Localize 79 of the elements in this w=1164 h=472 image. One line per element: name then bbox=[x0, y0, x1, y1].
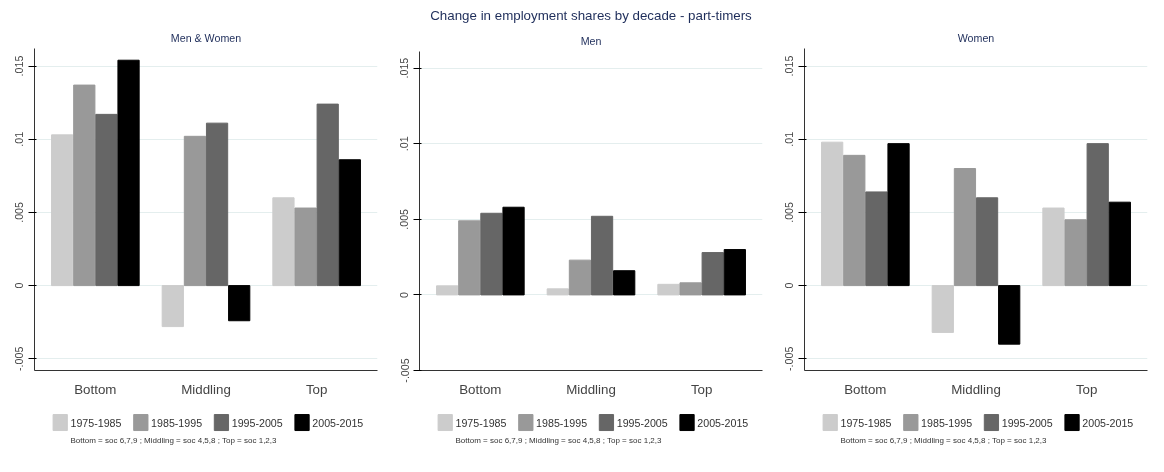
legend-label: 1995-2005 bbox=[616, 416, 668, 429]
legend-label: 2005-2015 bbox=[1082, 416, 1134, 429]
bar bbox=[887, 143, 910, 287]
y-tick-label: .015 bbox=[398, 57, 411, 79]
legend-label: 1985-1995 bbox=[536, 416, 588, 429]
bar bbox=[613, 270, 636, 296]
bar bbox=[117, 59, 140, 287]
bar bbox=[590, 215, 614, 296]
bar bbox=[183, 135, 207, 287]
bar bbox=[843, 154, 866, 287]
bar bbox=[975, 197, 999, 287]
y-tick-label: -.005 bbox=[398, 358, 411, 383]
bar bbox=[316, 103, 339, 287]
chart-subtitle: Men bbox=[580, 34, 602, 47]
bar bbox=[95, 113, 118, 287]
bar bbox=[701, 252, 724, 296]
x-tick-label: Middling bbox=[566, 381, 616, 397]
chart-title: Change in employment shares by decade - part-timers bbox=[430, 7, 753, 23]
bar bbox=[73, 84, 96, 287]
y-tick-label: .01 bbox=[783, 131, 796, 147]
x-tick-label: Middling bbox=[951, 381, 1001, 397]
x-tick-label: Middling bbox=[181, 381, 231, 397]
bar bbox=[205, 122, 229, 287]
bar bbox=[931, 285, 954, 333]
bar bbox=[723, 249, 746, 296]
y-tick-label: 0 bbox=[13, 282, 26, 289]
legend-label: 1985-1995 bbox=[151, 416, 203, 429]
x-tick-label: Bottom bbox=[459, 381, 502, 397]
text: Bottom = soc 6,7,9 ; Middling = soc 4,5,8 ; Top = soc 1,2,3 bbox=[455, 435, 663, 445]
legend-label: 1995-2005 bbox=[1001, 416, 1053, 429]
bar bbox=[51, 134, 74, 287]
bar bbox=[338, 159, 361, 287]
bar bbox=[228, 285, 251, 322]
x-tick-label: Bottom bbox=[844, 381, 887, 397]
bar bbox=[1108, 201, 1131, 287]
bar bbox=[1064, 219, 1087, 287]
legend-label: 1985-1995 bbox=[921, 416, 973, 429]
y-tick-label: -.005 bbox=[13, 346, 26, 371]
y-tick-label: .005 bbox=[13, 201, 26, 223]
x-tick-label: Top bbox=[1075, 381, 1098, 397]
bar bbox=[865, 191, 888, 287]
bar bbox=[679, 282, 702, 296]
bar bbox=[546, 288, 569, 296]
legend-label: 1975-1985 bbox=[70, 416, 122, 429]
legend-label: 1975-1985 bbox=[455, 416, 507, 429]
y-tick-label: 0 bbox=[398, 291, 411, 298]
bar bbox=[161, 285, 184, 328]
x-tick-label: Top bbox=[690, 381, 713, 397]
y-tick-label: -.005 bbox=[783, 346, 796, 371]
text: Bottom = soc 6,7,9 ; Middling = soc 4,5,8 ; Top = soc 1,2,3 bbox=[70, 435, 278, 445]
y-tick-label: .005 bbox=[398, 208, 411, 230]
bar bbox=[953, 168, 977, 287]
chart-subtitle: Women bbox=[957, 31, 995, 44]
bar bbox=[821, 141, 844, 287]
bar bbox=[657, 283, 680, 296]
bar bbox=[568, 259, 592, 296]
bar bbox=[1086, 143, 1109, 287]
bar bbox=[294, 207, 317, 287]
y-tick-label: .015 bbox=[783, 55, 796, 77]
bar bbox=[480, 212, 503, 296]
chart-subtitle: Men & Women bbox=[170, 31, 242, 44]
x-tick-label: Bottom bbox=[74, 381, 117, 397]
y-tick-label: 0 bbox=[783, 282, 796, 289]
y-tick-label: .01 bbox=[13, 131, 26, 147]
legend-label: 2005-2015 bbox=[697, 416, 749, 429]
y-tick-label: .01 bbox=[398, 136, 411, 152]
y-tick-label: .015 bbox=[13, 55, 26, 77]
legend-label: 2005-2015 bbox=[312, 416, 364, 429]
bar bbox=[436, 285, 459, 296]
x-tick-label: Top bbox=[305, 381, 328, 397]
bar bbox=[458, 220, 481, 296]
bar bbox=[272, 197, 295, 287]
bar bbox=[1042, 207, 1065, 287]
bar bbox=[998, 285, 1021, 345]
legend-label: 1995-2005 bbox=[231, 416, 283, 429]
legend-label: 1975-1985 bbox=[840, 416, 892, 429]
y-tick-label: .005 bbox=[783, 201, 796, 223]
bar bbox=[502, 206, 525, 296]
text: Bottom = soc 6,7,9 ; Middling = soc 4,5,8 ; Top = soc 1,2,3 bbox=[840, 435, 1048, 445]
